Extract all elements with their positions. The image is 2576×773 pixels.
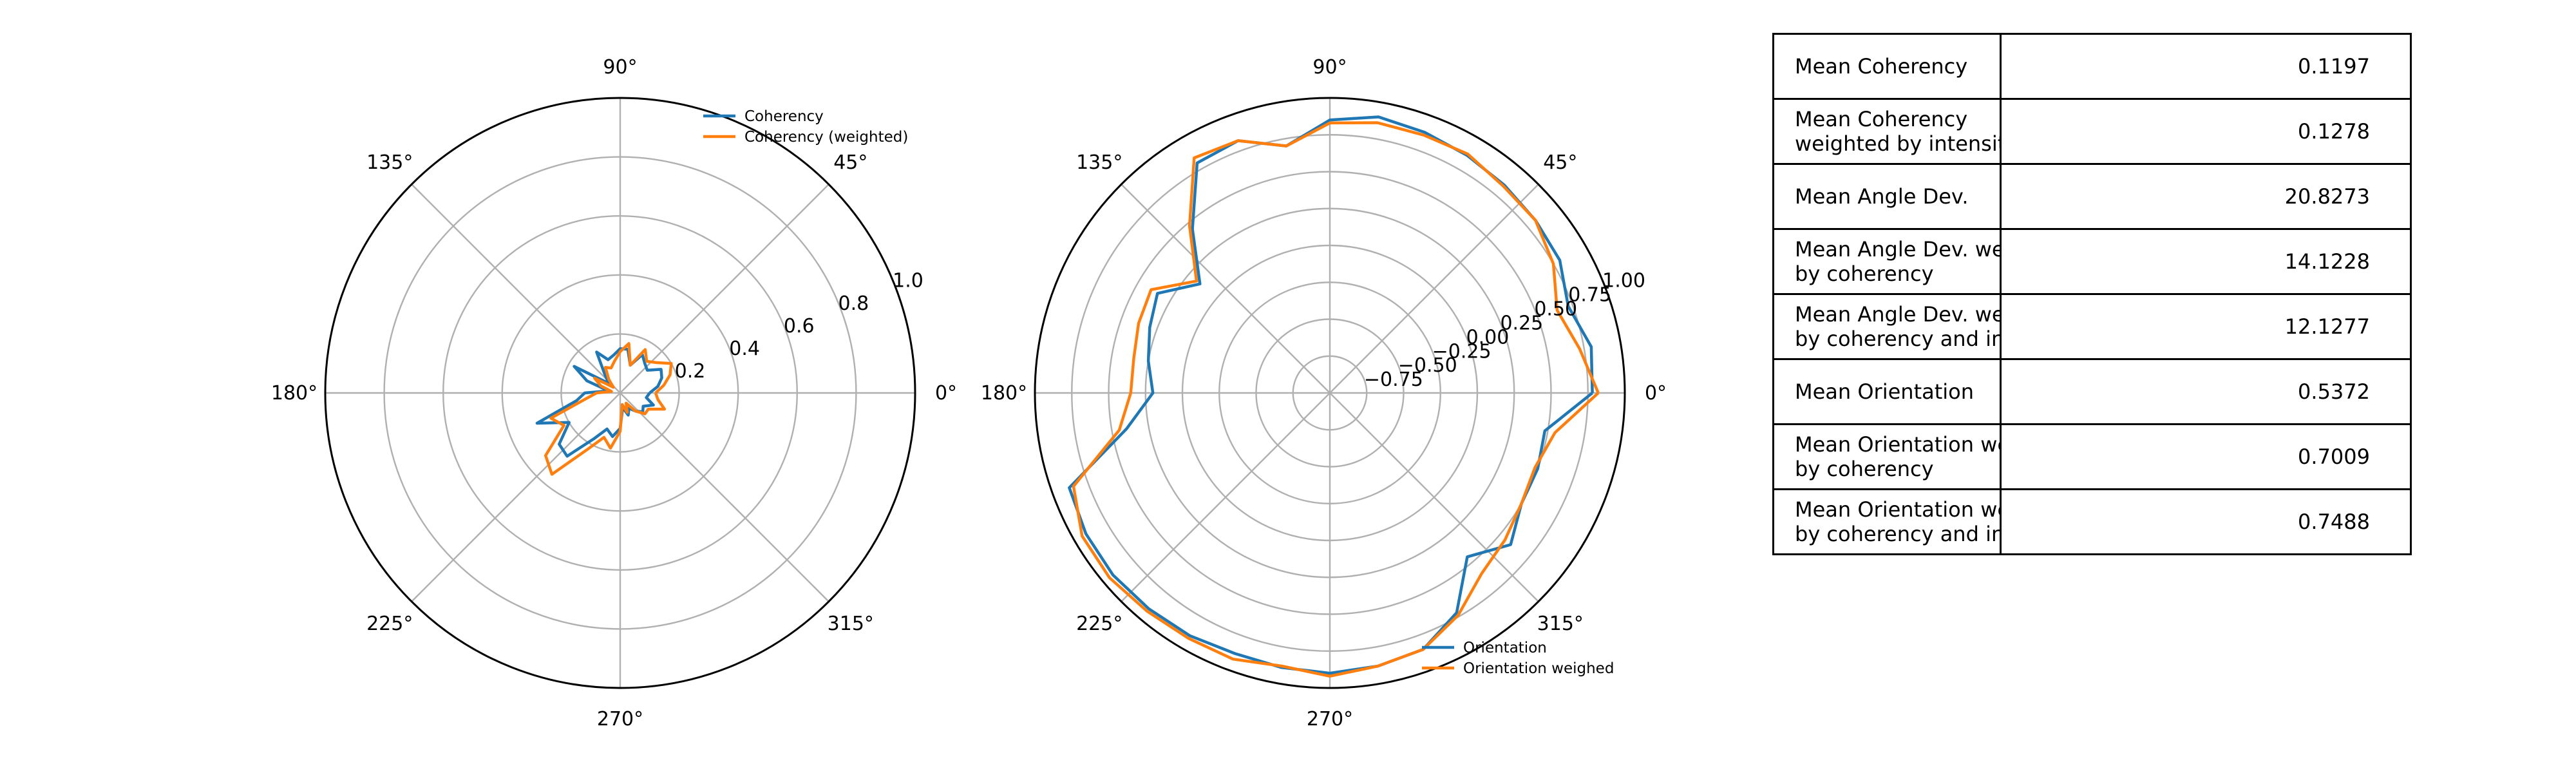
radial-tick-label: 0.25 bbox=[1500, 312, 1543, 334]
table-value-cell: 0.7009 bbox=[2000, 423, 2412, 490]
table-label-cell: Mean Angle Dev. we by coherency bbox=[1772, 228, 2002, 295]
radial-tick-label: 0.4 bbox=[729, 338, 760, 360]
table-label-line: by coherency bbox=[1795, 457, 1934, 481]
radial-tick-label: −0.75 bbox=[1364, 368, 1423, 391]
polar-frame bbox=[1034, 97, 1626, 689]
theta-tick-label: 45° bbox=[833, 151, 867, 174]
theta-tick-label: 135° bbox=[1076, 151, 1122, 174]
radial-tick-label: 1.00 bbox=[1602, 270, 1645, 292]
legend-label: Orientation weighed bbox=[1463, 660, 1614, 677]
series-line-2 bbox=[1072, 121, 1600, 678]
table-value-cell: 0.1197 bbox=[2000, 33, 2412, 100]
series-line-2 bbox=[544, 342, 673, 476]
table-row: Mean Coherency weighted by intensit 0.12… bbox=[1772, 98, 2412, 165]
table-label-cell: Mean Coherency bbox=[1772, 33, 2002, 100]
angular-gridline bbox=[1121, 392, 1331, 602]
table-label-cell: Mean Angle Dev. bbox=[1772, 163, 2002, 230]
angular-gridline bbox=[1329, 392, 1539, 602]
table-label-line: Mean Orientation bbox=[1795, 379, 1975, 404]
radial-tick-label: 1.0 bbox=[893, 270, 923, 292]
theta-tick-label: 315° bbox=[828, 613, 874, 635]
theta-tick-label: 180° bbox=[271, 382, 317, 405]
table-row: Mean Coherency 0.1197 bbox=[1772, 33, 2412, 100]
theta-tick-label: 180° bbox=[981, 382, 1027, 405]
table-label-line: Mean Angle Dev. we bbox=[1795, 237, 2001, 262]
table-row: Mean Angle Dev. we by coherency 14.1228 bbox=[1772, 228, 2412, 295]
theta-tick-label: 135° bbox=[366, 151, 413, 174]
angular-gridline bbox=[411, 392, 621, 602]
theta-tick-label: 0° bbox=[1645, 382, 1667, 405]
radial-tick-label: 0.00 bbox=[1466, 326, 1510, 348]
table-label-cell: Mean Coherency weighted by intensit bbox=[1772, 98, 2002, 165]
table-value-cell: 14.1228 bbox=[2000, 228, 2412, 295]
table-row: Mean Angle Dev. we by coherency and int … bbox=[1772, 293, 2412, 360]
polar-frame bbox=[324, 97, 916, 689]
table-label-line: Mean Coherency bbox=[1795, 107, 1968, 131]
angular-gridline bbox=[620, 392, 829, 602]
table-row: Mean Orientation we by coherency and int… bbox=[1772, 488, 2412, 555]
table-value-cell: 0.1278 bbox=[2000, 98, 2412, 165]
table-label-line: Mean Angle Dev. bbox=[1795, 184, 1969, 209]
theta-tick-label: 225° bbox=[1076, 613, 1122, 635]
radial-tick-label: 0.75 bbox=[1568, 284, 1611, 307]
table-label-line: by coherency bbox=[1795, 262, 1934, 286]
table-label-line: Mean Angle Dev. we bbox=[1795, 302, 2001, 327]
table-row: Mean Orientation we by coherency 0.7009 bbox=[1772, 423, 2412, 490]
orientation-polar-plot: 0° 45° 90° 135° 180° 225° 270° 315° −0.75−0.50−0… bbox=[981, 56, 1667, 730]
theta-tick-label: 90° bbox=[1312, 56, 1347, 79]
legend-label: Orientation bbox=[1463, 640, 1547, 656]
radial-tick-label: 0.50 bbox=[1534, 298, 1577, 321]
angular-gridline bbox=[1121, 184, 1331, 394]
radial-tick-label: 0.6 bbox=[784, 315, 815, 338]
table-row: Mean Angle Dev. 20.8273 bbox=[1772, 163, 2412, 230]
theta-tick-label: 270° bbox=[1307, 708, 1353, 730]
theta-tick-label: 90° bbox=[603, 56, 637, 79]
angular-gridline bbox=[1329, 184, 1539, 394]
angular-gridline bbox=[620, 184, 829, 394]
angular-gridline bbox=[411, 184, 621, 394]
statistics-table-body: Mean Coherency 0.1197 Mean Coherency wei… bbox=[1772, 33, 2412, 555]
table-value-cell: 0.5372 bbox=[2000, 358, 2412, 425]
coherency-polar-plot: 0° 45° 90° 135° 180° 225° 270° 315° 0.2 0.4 0.6 0.8… bbox=[271, 56, 957, 730]
statistics-table: Mean Coherency 0.1197 Mean Coherency wei… bbox=[1772, 33, 2412, 555]
table-label-line: Mean Orientation we bbox=[1795, 497, 2001, 522]
theta-tick-label: 45° bbox=[1543, 151, 1577, 174]
table-value-cell: 20.8273 bbox=[2000, 163, 2412, 230]
theta-tick-label: 315° bbox=[1537, 613, 1584, 635]
radial-tick-label: −0.50 bbox=[1398, 354, 1457, 377]
theta-tick-label: 0° bbox=[935, 382, 957, 405]
legend-label: Coherency (weighted) bbox=[744, 129, 908, 146]
table-value-cell: 12.1277 bbox=[2000, 293, 2412, 360]
table-row: Mean Orientation 0.5372 bbox=[1772, 358, 2412, 425]
theta-tick-label: 270° bbox=[597, 708, 643, 730]
legend-label: Coherency bbox=[744, 108, 824, 125]
radial-tick-label: −0.25 bbox=[1432, 340, 1492, 363]
theta-tick-label: 225° bbox=[366, 613, 413, 635]
table-label-line: Mean Coherency bbox=[1795, 54, 1968, 79]
radial-tick-label: 0.2 bbox=[675, 360, 706, 383]
table-value-cell: 0.7488 bbox=[2000, 488, 2412, 555]
table-label-line: weighted by intensit bbox=[1795, 131, 2001, 156]
table-label-cell: Mean Angle Dev. we by coherency and int bbox=[1772, 293, 2002, 360]
table-label-cell: Mean Orientation we by coherency and int bbox=[1772, 488, 2002, 555]
table-label-cell: Mean Orientation we by coherency bbox=[1772, 423, 2002, 490]
table-label-line: by coherency and int bbox=[1795, 327, 2001, 351]
radial-tick-label: 0.8 bbox=[838, 292, 869, 315]
table-label-line: by coherency and int bbox=[1795, 522, 2001, 546]
table-label-line: Mean Orientation we bbox=[1795, 432, 2001, 457]
table-label-cell: Mean Orientation bbox=[1772, 358, 2002, 425]
